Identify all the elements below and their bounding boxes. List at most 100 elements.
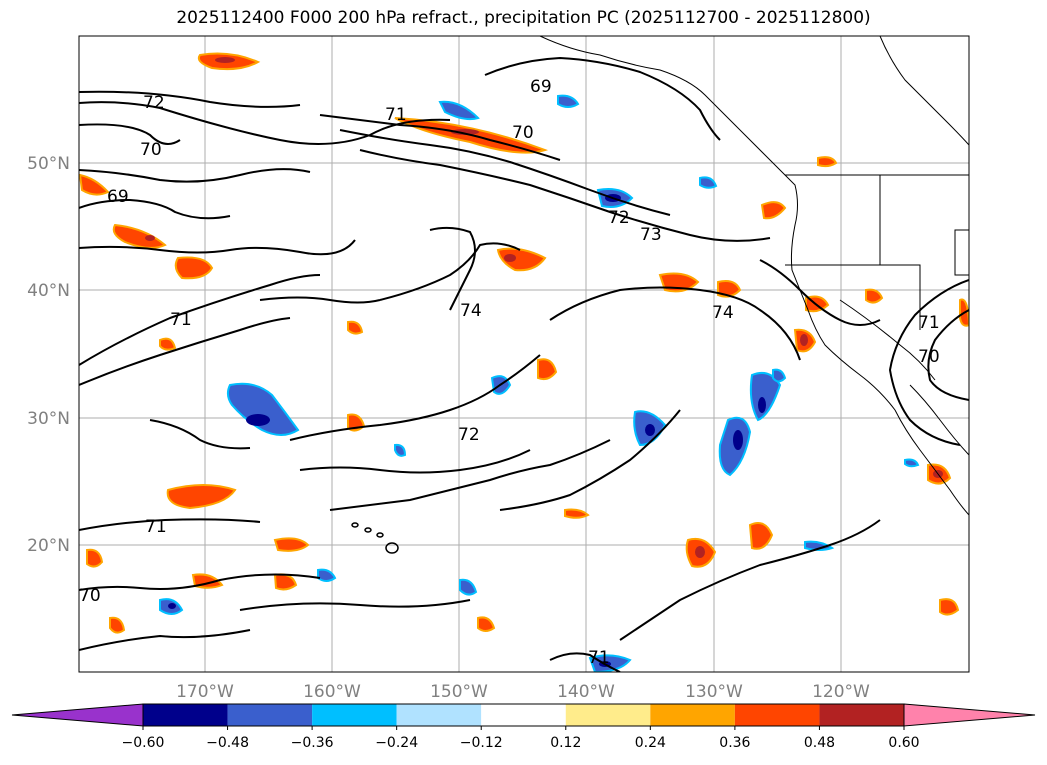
graticule <box>79 36 969 672</box>
precip-blob <box>166 484 237 510</box>
precip-blob <box>79 173 110 196</box>
refractivity-contours <box>79 56 969 672</box>
colorbar-frame <box>142 703 905 727</box>
contour-label: 71 <box>170 310 192 330</box>
contour-line <box>927 309 969 401</box>
contour-label: 71 <box>145 517 167 537</box>
contour-line <box>619 519 881 641</box>
contour-line <box>259 296 381 304</box>
contour-label: 74 <box>712 303 734 323</box>
baja-coast <box>909 384 969 456</box>
contour-line <box>379 242 521 301</box>
precip-core <box>451 129 479 135</box>
colorbar: −0.60 −0.48 −0.36 −0.24 −0.12 0.12 0.24 0.36 0.4… <box>11 703 1036 751</box>
coast-segment <box>879 36 969 146</box>
precip-blob <box>537 358 558 381</box>
precip-blob <box>557 94 580 108</box>
contour-line <box>79 168 311 183</box>
precip-blob <box>174 256 214 280</box>
contour-line <box>299 449 531 474</box>
precip-blob <box>273 537 310 552</box>
colorbar-tick-label: −0.12 <box>460 735 503 751</box>
precip-blob <box>109 616 126 634</box>
contour-labels: 72 70 69 71 70 69 72 73 74 74 71 72 71 7… <box>79 77 940 668</box>
precip-blob <box>904 458 920 468</box>
contour-label: 71 <box>385 105 407 125</box>
island <box>376 532 384 538</box>
precip-blob <box>564 508 590 519</box>
precip-core <box>758 397 766 413</box>
island <box>364 527 372 533</box>
colorbar-tick-label: 0.24 <box>635 735 666 751</box>
contour-line <box>339 129 671 216</box>
precip-blob <box>394 443 407 457</box>
colorbar-segment <box>143 704 228 726</box>
precip-core <box>215 57 235 63</box>
colorbar-segment <box>734 704 820 726</box>
colorbar-tick-label: −0.48 <box>206 735 249 751</box>
contour-line <box>359 149 771 242</box>
precip-blob <box>748 522 774 550</box>
precip-blob <box>939 598 960 616</box>
precip-core <box>168 603 176 609</box>
contour-label: 70 <box>140 140 162 160</box>
coastlines <box>539 36 969 516</box>
contour-label: 71 <box>918 313 940 333</box>
longitude-label: 140°W <box>557 682 615 702</box>
contour-line <box>499 409 681 511</box>
precip-blob <box>717 280 742 298</box>
contour-label: 71 <box>588 648 610 668</box>
precip-core <box>695 546 705 558</box>
contour-line <box>549 652 621 672</box>
precip-blob <box>159 337 177 351</box>
colorbar-tick-label: −0.24 <box>375 735 418 751</box>
precip-blob <box>459 578 478 596</box>
colorbar-tick-label: −0.36 <box>291 735 334 751</box>
contour-line <box>79 518 261 531</box>
precip-blob <box>865 288 884 304</box>
state-border <box>839 299 936 381</box>
contour-line <box>319 114 561 161</box>
colorbar-segment <box>312 704 397 726</box>
precip-core <box>645 424 655 436</box>
precip-blob <box>817 156 838 168</box>
colorbar-segment <box>565 704 651 726</box>
latitude-axis: 50°N 40°N 30°N 20°N <box>27 154 70 556</box>
precip-blob <box>477 616 496 632</box>
contour-line <box>759 259 881 326</box>
map-title: 2025112400 F000 200 hPa refract., precip… <box>176 8 871 28</box>
contour-label: 69 <box>530 77 552 97</box>
contour-label: 72 <box>608 208 630 228</box>
state-border <box>954 229 969 276</box>
precip-blob <box>438 100 480 121</box>
precip-core <box>145 235 155 241</box>
contour-line <box>239 599 471 611</box>
contour-line <box>549 286 801 361</box>
contour-line <box>484 56 721 141</box>
colorbar-segment <box>650 704 735 726</box>
precip-core <box>733 430 743 450</box>
colorbar-segment <box>227 704 313 726</box>
longitude-label: 170°W <box>176 682 234 702</box>
contour-label: 73 <box>640 225 662 245</box>
longitude-label: 160°W <box>303 682 361 702</box>
contour-line <box>289 354 541 441</box>
precip-core <box>800 334 808 346</box>
colorbar-extend-low <box>11 703 144 727</box>
colorbar-tick-label: 0.48 <box>804 735 835 751</box>
longitude-label: 120°W <box>812 682 870 702</box>
island <box>385 542 399 554</box>
colorbar-extend-high <box>903 703 1036 727</box>
colorbar-segment <box>481 704 566 726</box>
north-america-coast <box>539 36 969 516</box>
contour-line <box>79 573 321 591</box>
colorbar-segment <box>396 704 482 726</box>
contour-label: 70 <box>79 586 101 606</box>
contour-label: 70 <box>918 347 940 367</box>
contour-line <box>79 317 291 386</box>
colorbar-tick-label: 0.12 <box>550 735 581 751</box>
longitude-label: 130°W <box>685 682 743 702</box>
latitude-label: 40°N <box>27 281 70 301</box>
colorbar-tick-label: 0.60 <box>888 735 919 751</box>
